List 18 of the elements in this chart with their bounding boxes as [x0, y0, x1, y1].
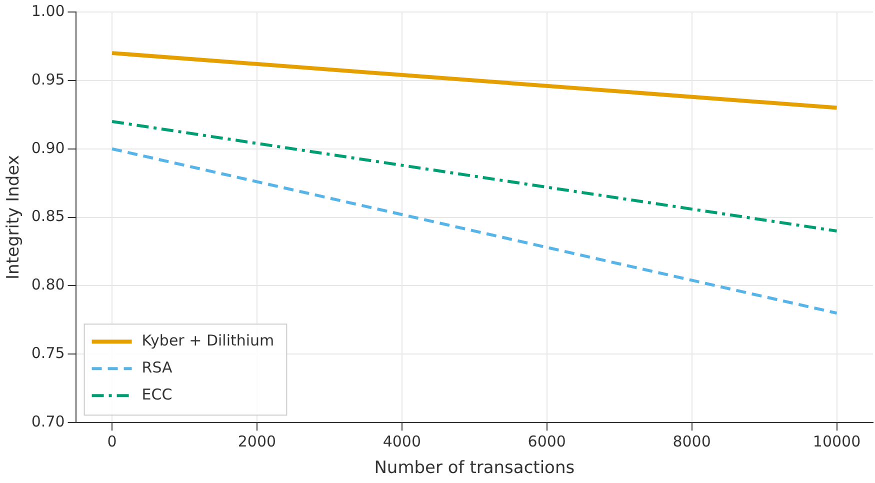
y-tick-label: 0.80 — [31, 276, 65, 294]
y-tick-label: 0.75 — [31, 344, 65, 362]
legend-label: Kyber + Dilithium — [142, 331, 274, 350]
x-tick-label: 0 — [107, 432, 117, 450]
y-tick-label: 0.70 — [31, 412, 65, 430]
x-tick-label: 8000 — [672, 432, 711, 450]
y-tick-label: 0.95 — [31, 70, 65, 88]
y-tick-label: 0.85 — [31, 207, 65, 226]
y-axis-title: Integrity Index — [4, 155, 24, 280]
x-tick-label: 4000 — [382, 432, 422, 450]
legend-label: RSA — [142, 358, 174, 376]
x-tick-label: 2000 — [238, 432, 276, 450]
y-tick-label: 1.00 — [31, 2, 65, 20]
y-tick-label: 0.90 — [31, 138, 65, 157]
x-axis-title: Number of transactions — [374, 458, 575, 478]
legend-label: ECC — [142, 385, 172, 404]
x-tick-label: 10000 — [812, 432, 861, 450]
x-tick-label: 6000 — [528, 432, 566, 450]
